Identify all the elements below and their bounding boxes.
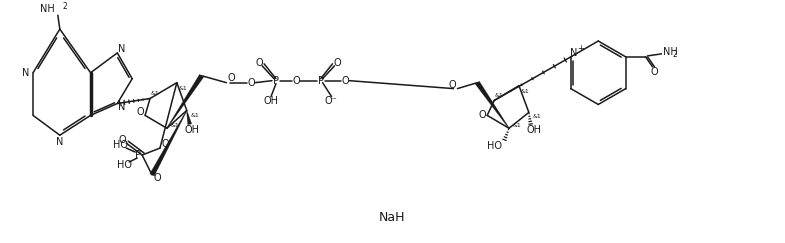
Text: O⁻: O⁻ [324,95,337,105]
Text: OH: OH [184,125,199,135]
Text: 2: 2 [673,50,677,59]
Text: &1: &1 [190,113,199,118]
Text: &1: &1 [520,89,529,94]
Text: &1: &1 [495,93,503,98]
Text: O: O [228,73,235,83]
Text: &1: &1 [151,91,159,96]
Text: O: O [137,107,144,117]
Text: P: P [273,76,279,86]
Text: N: N [118,44,125,54]
Text: NH: NH [40,4,55,14]
Text: OH: OH [526,125,542,135]
Text: &1: &1 [513,123,521,128]
Text: N: N [57,137,64,147]
Text: O: O [161,139,169,149]
Polygon shape [187,110,192,125]
Text: HO: HO [487,141,502,151]
Text: P: P [135,150,141,160]
Text: HO: HO [113,140,128,150]
Polygon shape [475,81,509,129]
Text: &1: &1 [170,123,179,128]
Text: +: + [577,44,584,53]
Text: P: P [318,76,323,86]
Text: HO: HO [117,160,132,170]
Polygon shape [166,74,203,129]
Text: O: O [341,76,349,86]
Text: N: N [118,103,125,113]
Text: O: O [247,78,255,88]
Text: O: O [255,58,263,68]
Text: O: O [651,67,659,77]
Text: O: O [449,80,456,90]
Text: O: O [153,173,161,183]
Text: &1: &1 [178,86,187,91]
Text: O: O [334,58,341,68]
Text: &1: &1 [532,114,541,119]
Text: 2: 2 [62,2,68,11]
Polygon shape [150,110,187,176]
Text: N: N [23,68,30,78]
Text: N: N [570,48,578,58]
Text: O: O [292,76,300,86]
Text: O: O [119,135,126,145]
Text: NH: NH [663,47,678,57]
Text: O: O [478,110,486,120]
Text: NaH: NaH [378,211,405,224]
Text: OH: OH [264,95,279,105]
